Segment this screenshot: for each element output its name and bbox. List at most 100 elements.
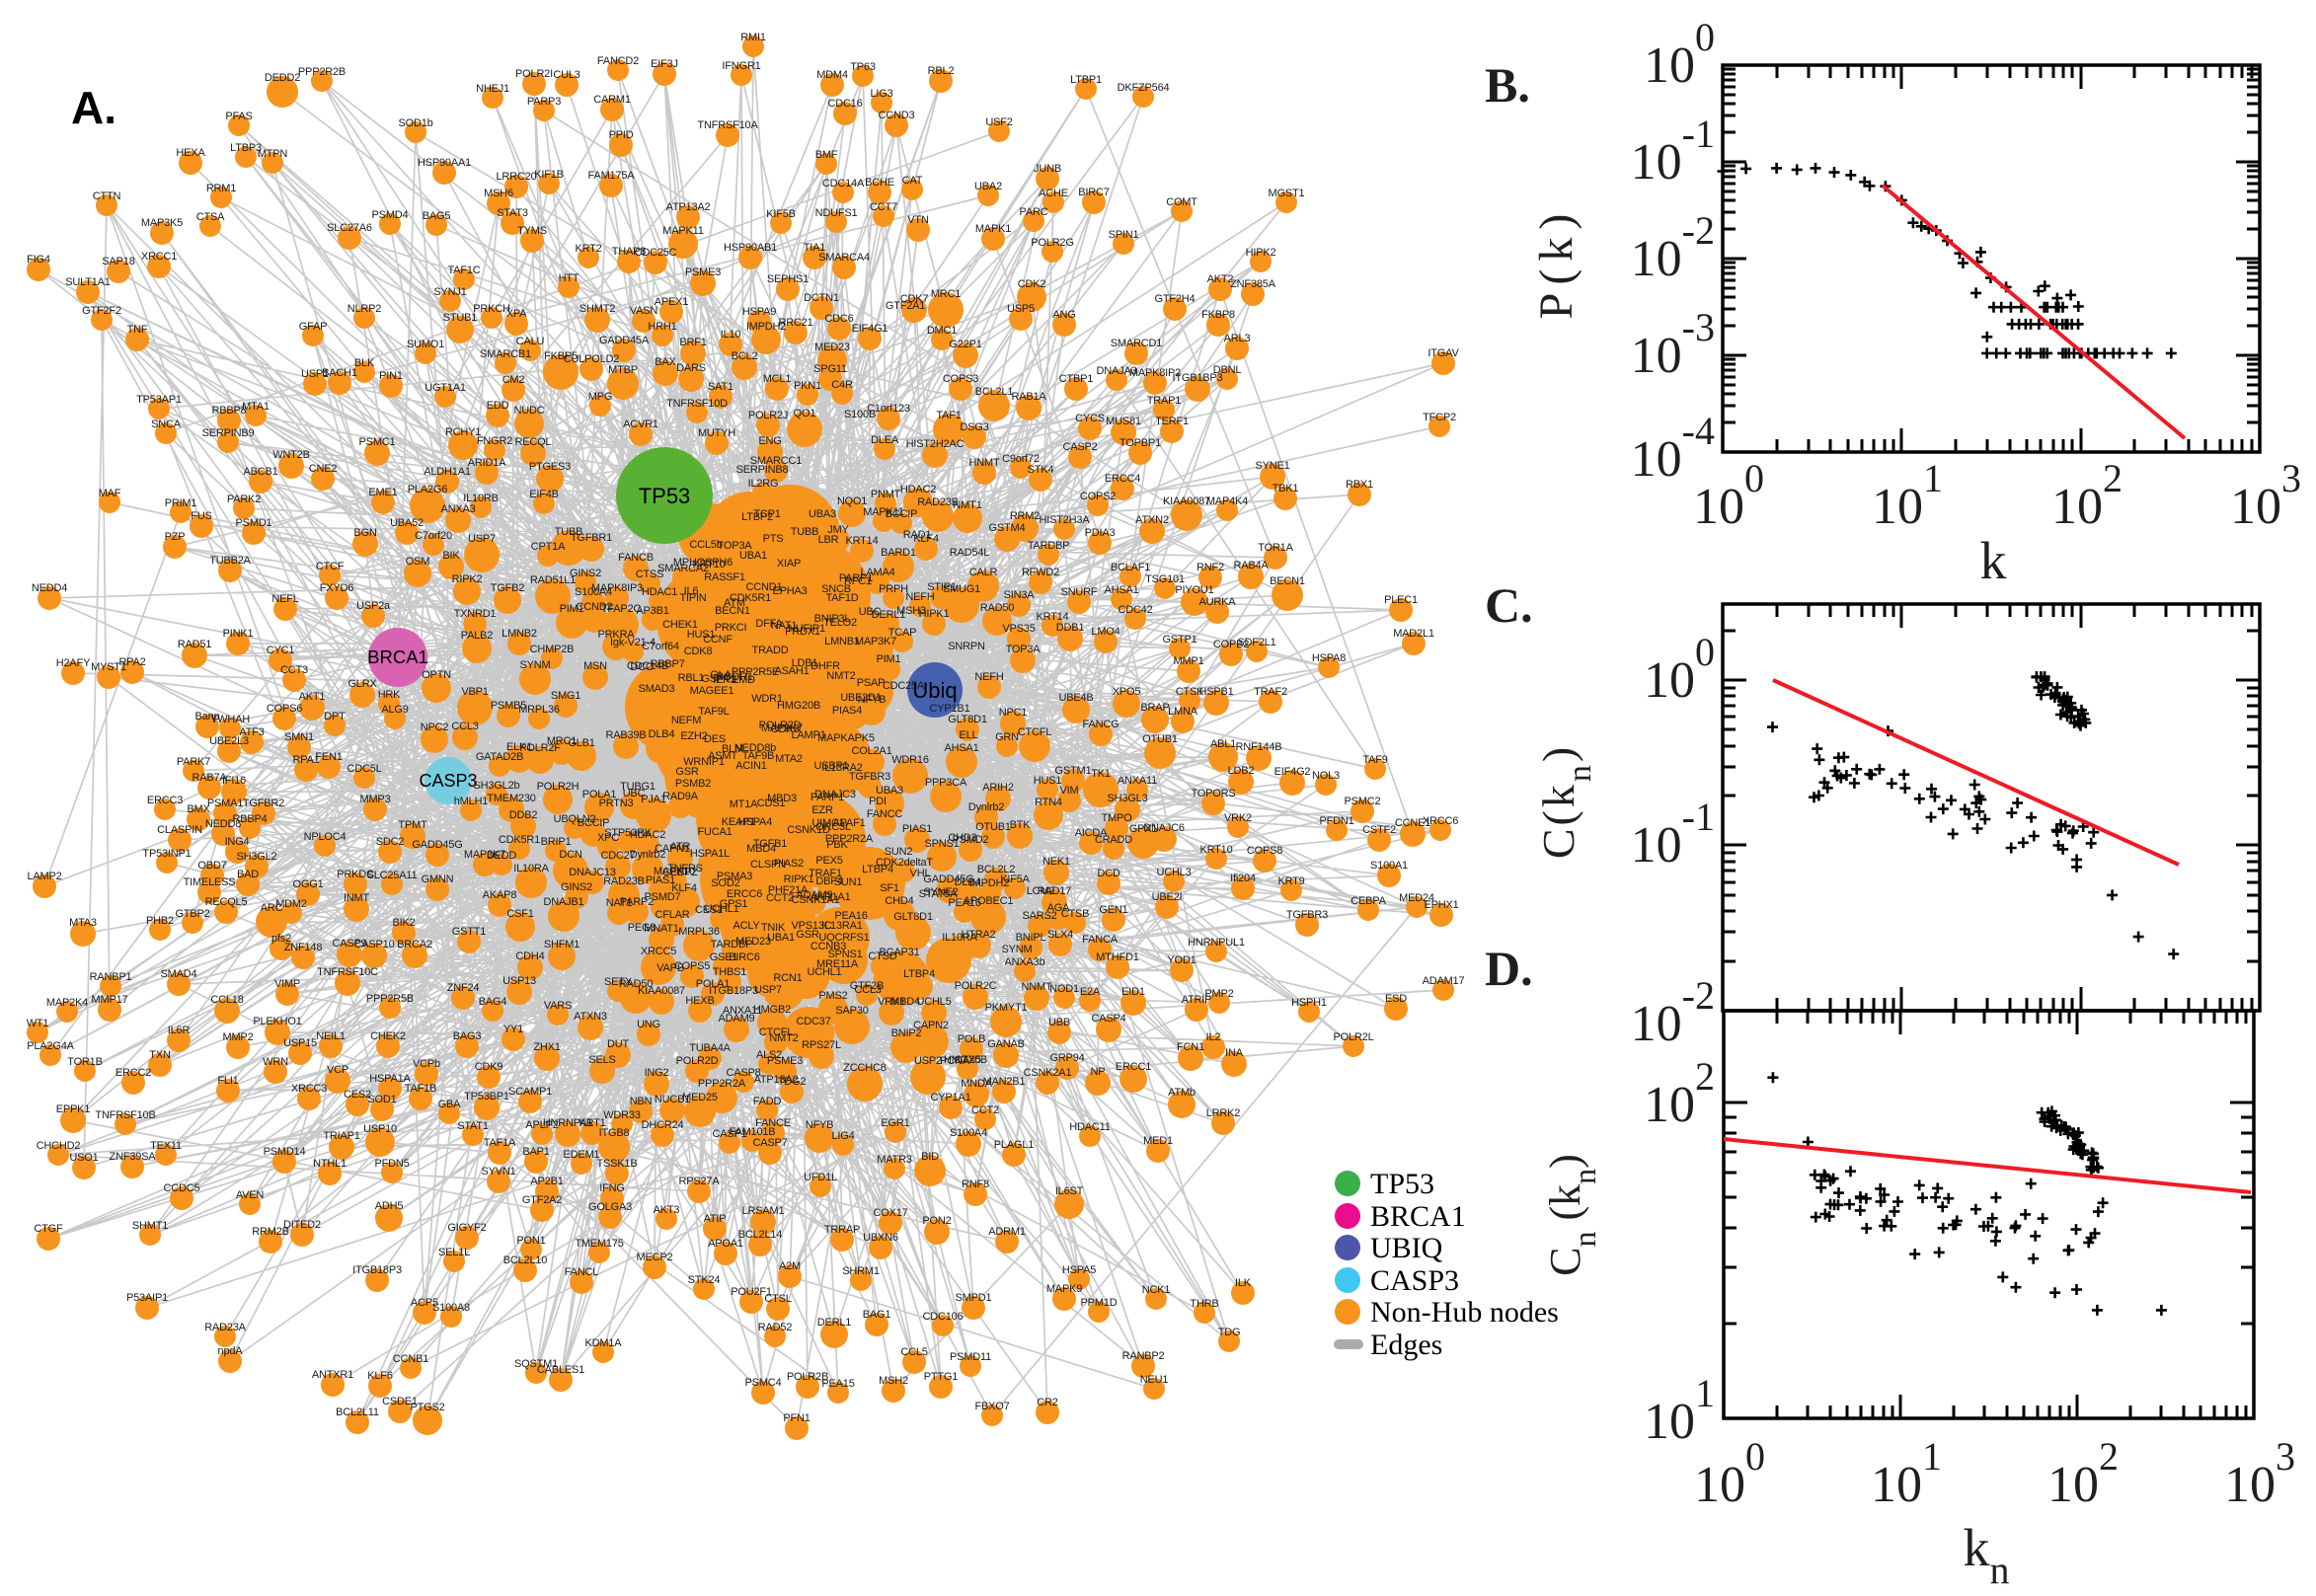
svg-text:BRCA2: BRCA2 <box>397 939 432 950</box>
svg-text:RCN1: RCN1 <box>773 972 802 984</box>
svg-text:PARC: PARC <box>1020 206 1048 218</box>
svg-text:VTN: VTN <box>907 214 929 226</box>
svg-text:NHEJ1: NHEJ1 <box>476 83 509 95</box>
svg-text:PON1: PON1 <box>516 1235 545 1247</box>
svg-text:TUBG1: TUBG1 <box>620 781 656 793</box>
svg-text:k: k <box>1980 531 2007 590</box>
svg-text:USP13: USP13 <box>502 975 536 987</box>
svg-text:LMO4: LMO4 <box>1091 626 1119 638</box>
svg-text:LRSAM1: LRSAM1 <box>742 1205 785 1217</box>
svg-text:HUS1: HUS1 <box>1034 775 1062 787</box>
svg-text:KIAA0087: KIAA0087 <box>638 985 685 997</box>
svg-text:PFDN5: PFDN5 <box>374 1158 409 1170</box>
svg-text:S100A8: S100A8 <box>432 1302 470 1314</box>
svg-text:MDM4: MDM4 <box>816 69 848 81</box>
svg-text:DFFA: DFFA <box>755 618 783 630</box>
svg-text:HMGB2: HMGB2 <box>753 1004 791 1016</box>
svg-text:PPP2R2B: PPP2R2B <box>298 66 346 78</box>
svg-text:MAF: MAF <box>99 488 121 499</box>
svg-text:WDR33: WDR33 <box>603 1109 641 1121</box>
svg-text:CDC42: CDC42 <box>1118 604 1152 616</box>
svg-text:TMPO: TMPO <box>1102 812 1133 824</box>
svg-text:CAPN1: CAPN1 <box>655 843 690 855</box>
svg-text:ALDH1A1: ALDH1A1 <box>424 466 471 478</box>
svg-text:LDB1: LDB1 <box>792 657 818 669</box>
svg-text:SERPINB9: SERPINB9 <box>202 427 255 439</box>
svg-text:DBF4: DBF4 <box>815 875 842 887</box>
svg-text:COMT: COMT <box>1166 196 1197 208</box>
svg-text:MED23: MED23 <box>735 936 771 948</box>
svg-text:PPP3CA: PPP3CA <box>925 777 967 789</box>
svg-text:RAD50: RAD50 <box>980 602 1015 614</box>
svg-text:DMC1: DMC1 <box>927 325 957 337</box>
svg-text:PARP1: PARP1 <box>811 792 844 803</box>
svg-text:TK1: TK1 <box>1091 768 1111 780</box>
svg-text:TRIAP1: TRIAP1 <box>323 1130 359 1142</box>
svg-text:ASMT: ASMT <box>708 750 737 762</box>
svg-text:THAP8: THAP8 <box>612 246 647 258</box>
svg-text:TOPORS: TOPORS <box>1191 788 1235 799</box>
svg-text:Dynlrb2: Dynlrb2 <box>968 801 1005 813</box>
svg-text:CAT: CAT <box>902 175 923 187</box>
svg-text:AKT2: AKT2 <box>1207 273 1234 285</box>
svg-text:RFWD2: RFWD2 <box>1022 567 1059 578</box>
svg-text:APLP2: APLP2 <box>525 1119 558 1131</box>
svg-text:RPS27A: RPS27A <box>679 1176 721 1187</box>
svg-text:PTS: PTS <box>763 533 784 545</box>
svg-text:TP53BP1: TP53BP1 <box>464 1091 509 1102</box>
svg-text:NPLOC4: NPLOC4 <box>304 831 347 843</box>
svg-text:MYST1: MYST1 <box>91 661 126 673</box>
svg-text:NEFM: NEFM <box>671 715 701 726</box>
svg-text:TAF1: TAF1 <box>936 410 961 421</box>
svg-text:VASN: VASN <box>630 305 658 317</box>
svg-text:LDB2: LDB2 <box>1228 765 1255 777</box>
svg-text:FANCA: FANCA <box>1082 934 1119 946</box>
svg-text:CDC6: CDC6 <box>824 313 853 325</box>
svg-text:PTGES3: PTGES3 <box>529 461 571 473</box>
svg-text:ATP13A2: ATP13A2 <box>666 201 711 213</box>
svg-text:CFLAR: CFLAR <box>655 909 689 921</box>
svg-text:SHRM1: SHRM1 <box>842 1265 880 1277</box>
svg-text:ERCC2: ERCC2 <box>116 1067 151 1079</box>
svg-text:ADRM1: ADRM1 <box>988 1226 1026 1238</box>
svg-text:NAT1: NAT1 <box>606 897 633 909</box>
svg-text:CARM1: CARM1 <box>593 94 631 106</box>
svg-text:CSTF2: CSTF2 <box>1362 824 1396 836</box>
svg-text:MAP3K7: MAP3K7 <box>464 849 505 861</box>
svg-text:UBXN6: UBXN6 <box>863 1232 898 1244</box>
svg-text:KIF5B: KIF5B <box>766 208 796 220</box>
svg-text:VCPb: VCPb <box>413 1058 440 1070</box>
svg-text:UGT1A1: UGT1A1 <box>425 382 466 394</box>
svg-text:AKAP8: AKAP8 <box>483 889 517 901</box>
svg-text:SYNM: SYNM <box>520 659 551 671</box>
svg-text:BNIPL: BNIPL <box>1016 932 1046 944</box>
svg-text:MPHOSPH6: MPHOSPH6 <box>673 557 733 569</box>
svg-text:PRPH: PRPH <box>879 583 908 595</box>
svg-text:TNIK: TNIK <box>761 922 786 934</box>
svg-text:SNURF: SNURF <box>1061 586 1098 598</box>
svg-text:CES1: CES1 <box>695 904 723 916</box>
svg-text:AHSA1: AHSA1 <box>944 742 978 754</box>
svg-text:TAF1D: TAF1D <box>825 592 858 604</box>
svg-text:BIRC6: BIRC6 <box>729 951 759 963</box>
svg-text:GINS2: GINS2 <box>570 568 601 579</box>
svg-text:ERCC3: ERCC3 <box>147 795 183 806</box>
svg-text:NBN: NBN <box>630 1096 653 1107</box>
svg-text:CAPN2: CAPN2 <box>913 1020 949 1031</box>
svg-text:ZHX1: ZHX1 <box>533 1041 560 1053</box>
svg-text:CASP10: CASP10 <box>354 939 395 950</box>
svg-text:Igk-V21-4: Igk-V21-4 <box>610 637 656 648</box>
svg-text:TERF1: TERF1 <box>1155 416 1189 427</box>
svg-text:COL2A1: COL2A1 <box>852 745 892 757</box>
svg-text:PLA2G4A: PLA2G4A <box>27 1040 74 1052</box>
svg-text:ARIH2: ARIH2 <box>982 782 1013 794</box>
svg-text:TGFBR3: TGFBR3 <box>1286 909 1328 921</box>
svg-text:MAPKAPK5: MAPKAPK5 <box>817 732 875 744</box>
svg-text:SDC2: SDC2 <box>376 836 405 848</box>
svg-text:PARK7: PARK7 <box>177 756 210 768</box>
svg-text:PIAS1: PIAS1 <box>902 823 932 835</box>
svg-text:MBD4: MBD4 <box>890 996 920 1008</box>
svg-text:PPP2R5E: PPP2R5E <box>732 666 779 678</box>
svg-text:ANXA11: ANXA11 <box>723 1005 762 1017</box>
svg-text:RPS27L: RPS27L <box>802 1039 841 1051</box>
